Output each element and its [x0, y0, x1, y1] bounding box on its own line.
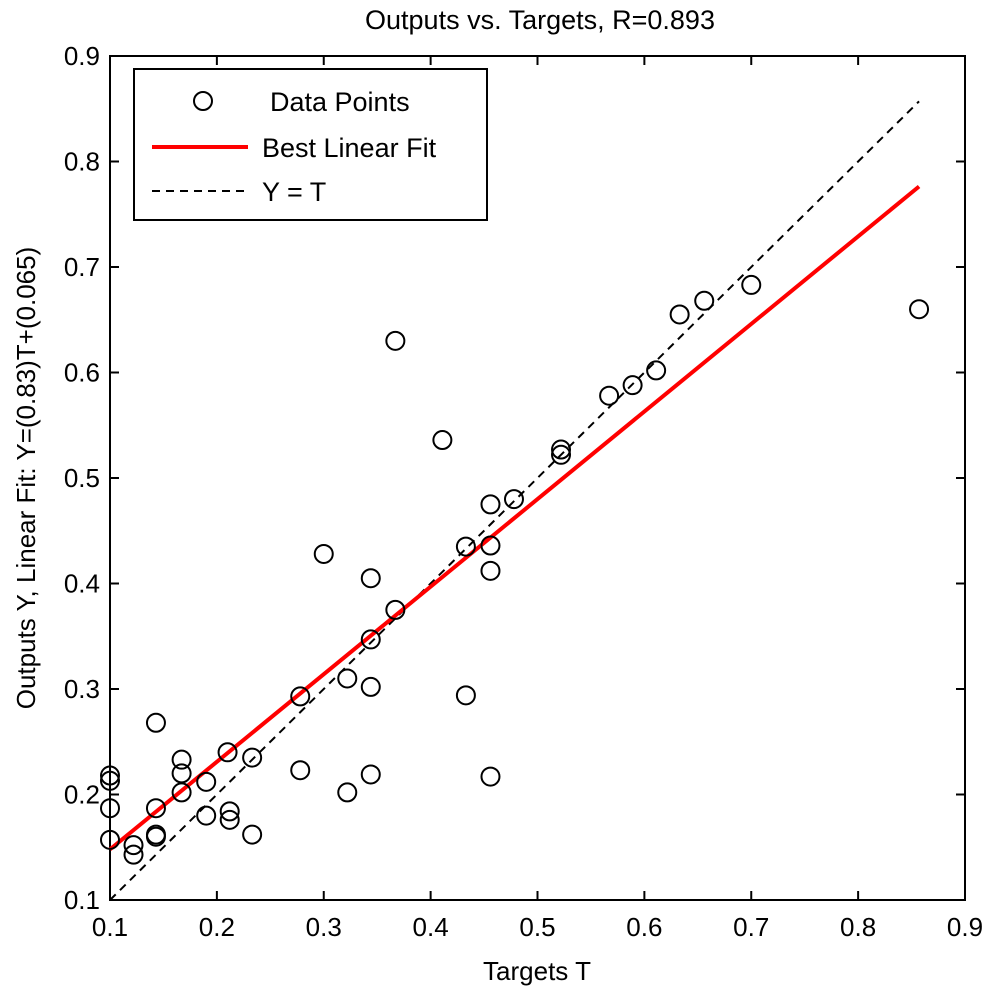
data-point — [145, 826, 166, 847]
y-tick-label: 0.7 — [64, 252, 100, 282]
x-tick-label: 0.9 — [947, 912, 983, 942]
data-point — [196, 805, 217, 826]
data-point — [290, 686, 311, 707]
data-point — [171, 782, 192, 803]
data-point — [360, 676, 381, 697]
axis-tick-labels: 0.1 0.2 0.3 0.4 0.5 0.6 0.7 0.8 0.9 0.1 0.2 0.3 0.4 0… — [64, 41, 983, 942]
data-point — [145, 712, 166, 733]
data-point — [337, 782, 358, 803]
x-tick-label: 0.7 — [733, 912, 769, 942]
x-tick-label: 0.1 — [92, 912, 128, 942]
data-point — [219, 809, 240, 830]
data-point — [480, 766, 501, 787]
data-point — [219, 801, 240, 822]
data-point — [100, 765, 120, 786]
y-tick-label: 0.8 — [64, 147, 100, 177]
data-point — [480, 494, 501, 515]
chart-title: Outputs vs. Targets, R=0.893 — [365, 5, 715, 35]
data-point — [741, 274, 762, 295]
data-point — [242, 747, 263, 768]
y-tick-label: 0.2 — [64, 780, 100, 810]
x-tick-label: 0.3 — [306, 912, 342, 942]
data-point — [455, 536, 476, 557]
data-point — [100, 770, 120, 791]
data-point — [480, 560, 501, 581]
data-point — [290, 760, 311, 781]
y-tick-label: 0.1 — [64, 885, 100, 915]
data-point — [432, 430, 453, 451]
legend-label-data-points: Data Points — [270, 87, 410, 117]
data-point — [599, 385, 620, 406]
y-axis-label: Outputs Y, Linear Fit: Y=(0.83)T+(0.065) — [11, 247, 41, 710]
data-point — [100, 829, 120, 850]
data-point — [123, 844, 144, 865]
legend-marker-data-points — [193, 91, 213, 111]
data-point — [313, 543, 334, 564]
data-point — [909, 299, 930, 320]
legend: Data Points Best Linear Fit Y = T — [133, 68, 488, 221]
x-tick-label: 0.8 — [840, 912, 876, 942]
data-point — [123, 835, 144, 856]
data-point — [360, 568, 381, 589]
data-point — [145, 798, 166, 819]
data-point — [669, 304, 690, 325]
data-point — [551, 444, 572, 465]
legend-label-best-fit: Best Linear Fit — [262, 133, 437, 163]
data-point — [455, 685, 476, 706]
legend-label-identity: Y = T — [262, 177, 326, 207]
y-tick-label: 0.6 — [64, 358, 100, 388]
y-tick-label: 0.5 — [64, 463, 100, 493]
data-point — [385, 599, 406, 620]
data-point — [503, 489, 524, 510]
x-tick-label: 0.6 — [626, 912, 662, 942]
data-point — [360, 764, 381, 785]
legend-box — [133, 68, 488, 221]
identity-line — [109, 100, 920, 901]
y-tick-label: 0.9 — [64, 41, 100, 71]
data-point — [171, 749, 192, 770]
data-point — [100, 798, 120, 819]
x-axis-label: Targets T — [483, 956, 591, 986]
data-point — [622, 375, 643, 396]
data-point — [242, 824, 263, 845]
data-point — [217, 742, 238, 763]
best-linear-fit-line — [108, 184, 921, 851]
data-point — [551, 439, 572, 460]
axis-ticks — [109, 55, 966, 901]
y-tick-label: 0.4 — [64, 569, 100, 599]
data-point — [480, 535, 501, 556]
data-point — [196, 771, 217, 792]
y-tick-label: 0.3 — [64, 674, 100, 704]
data-point — [360, 629, 381, 650]
x-tick-label: 0.5 — [519, 912, 555, 942]
x-tick-label: 0.2 — [199, 912, 235, 942]
data-point — [337, 668, 358, 689]
data-points — [100, 274, 930, 865]
data-point — [694, 290, 715, 311]
data-point — [646, 360, 667, 381]
data-point — [385, 330, 406, 351]
x-tick-label: 0.4 — [413, 912, 449, 942]
